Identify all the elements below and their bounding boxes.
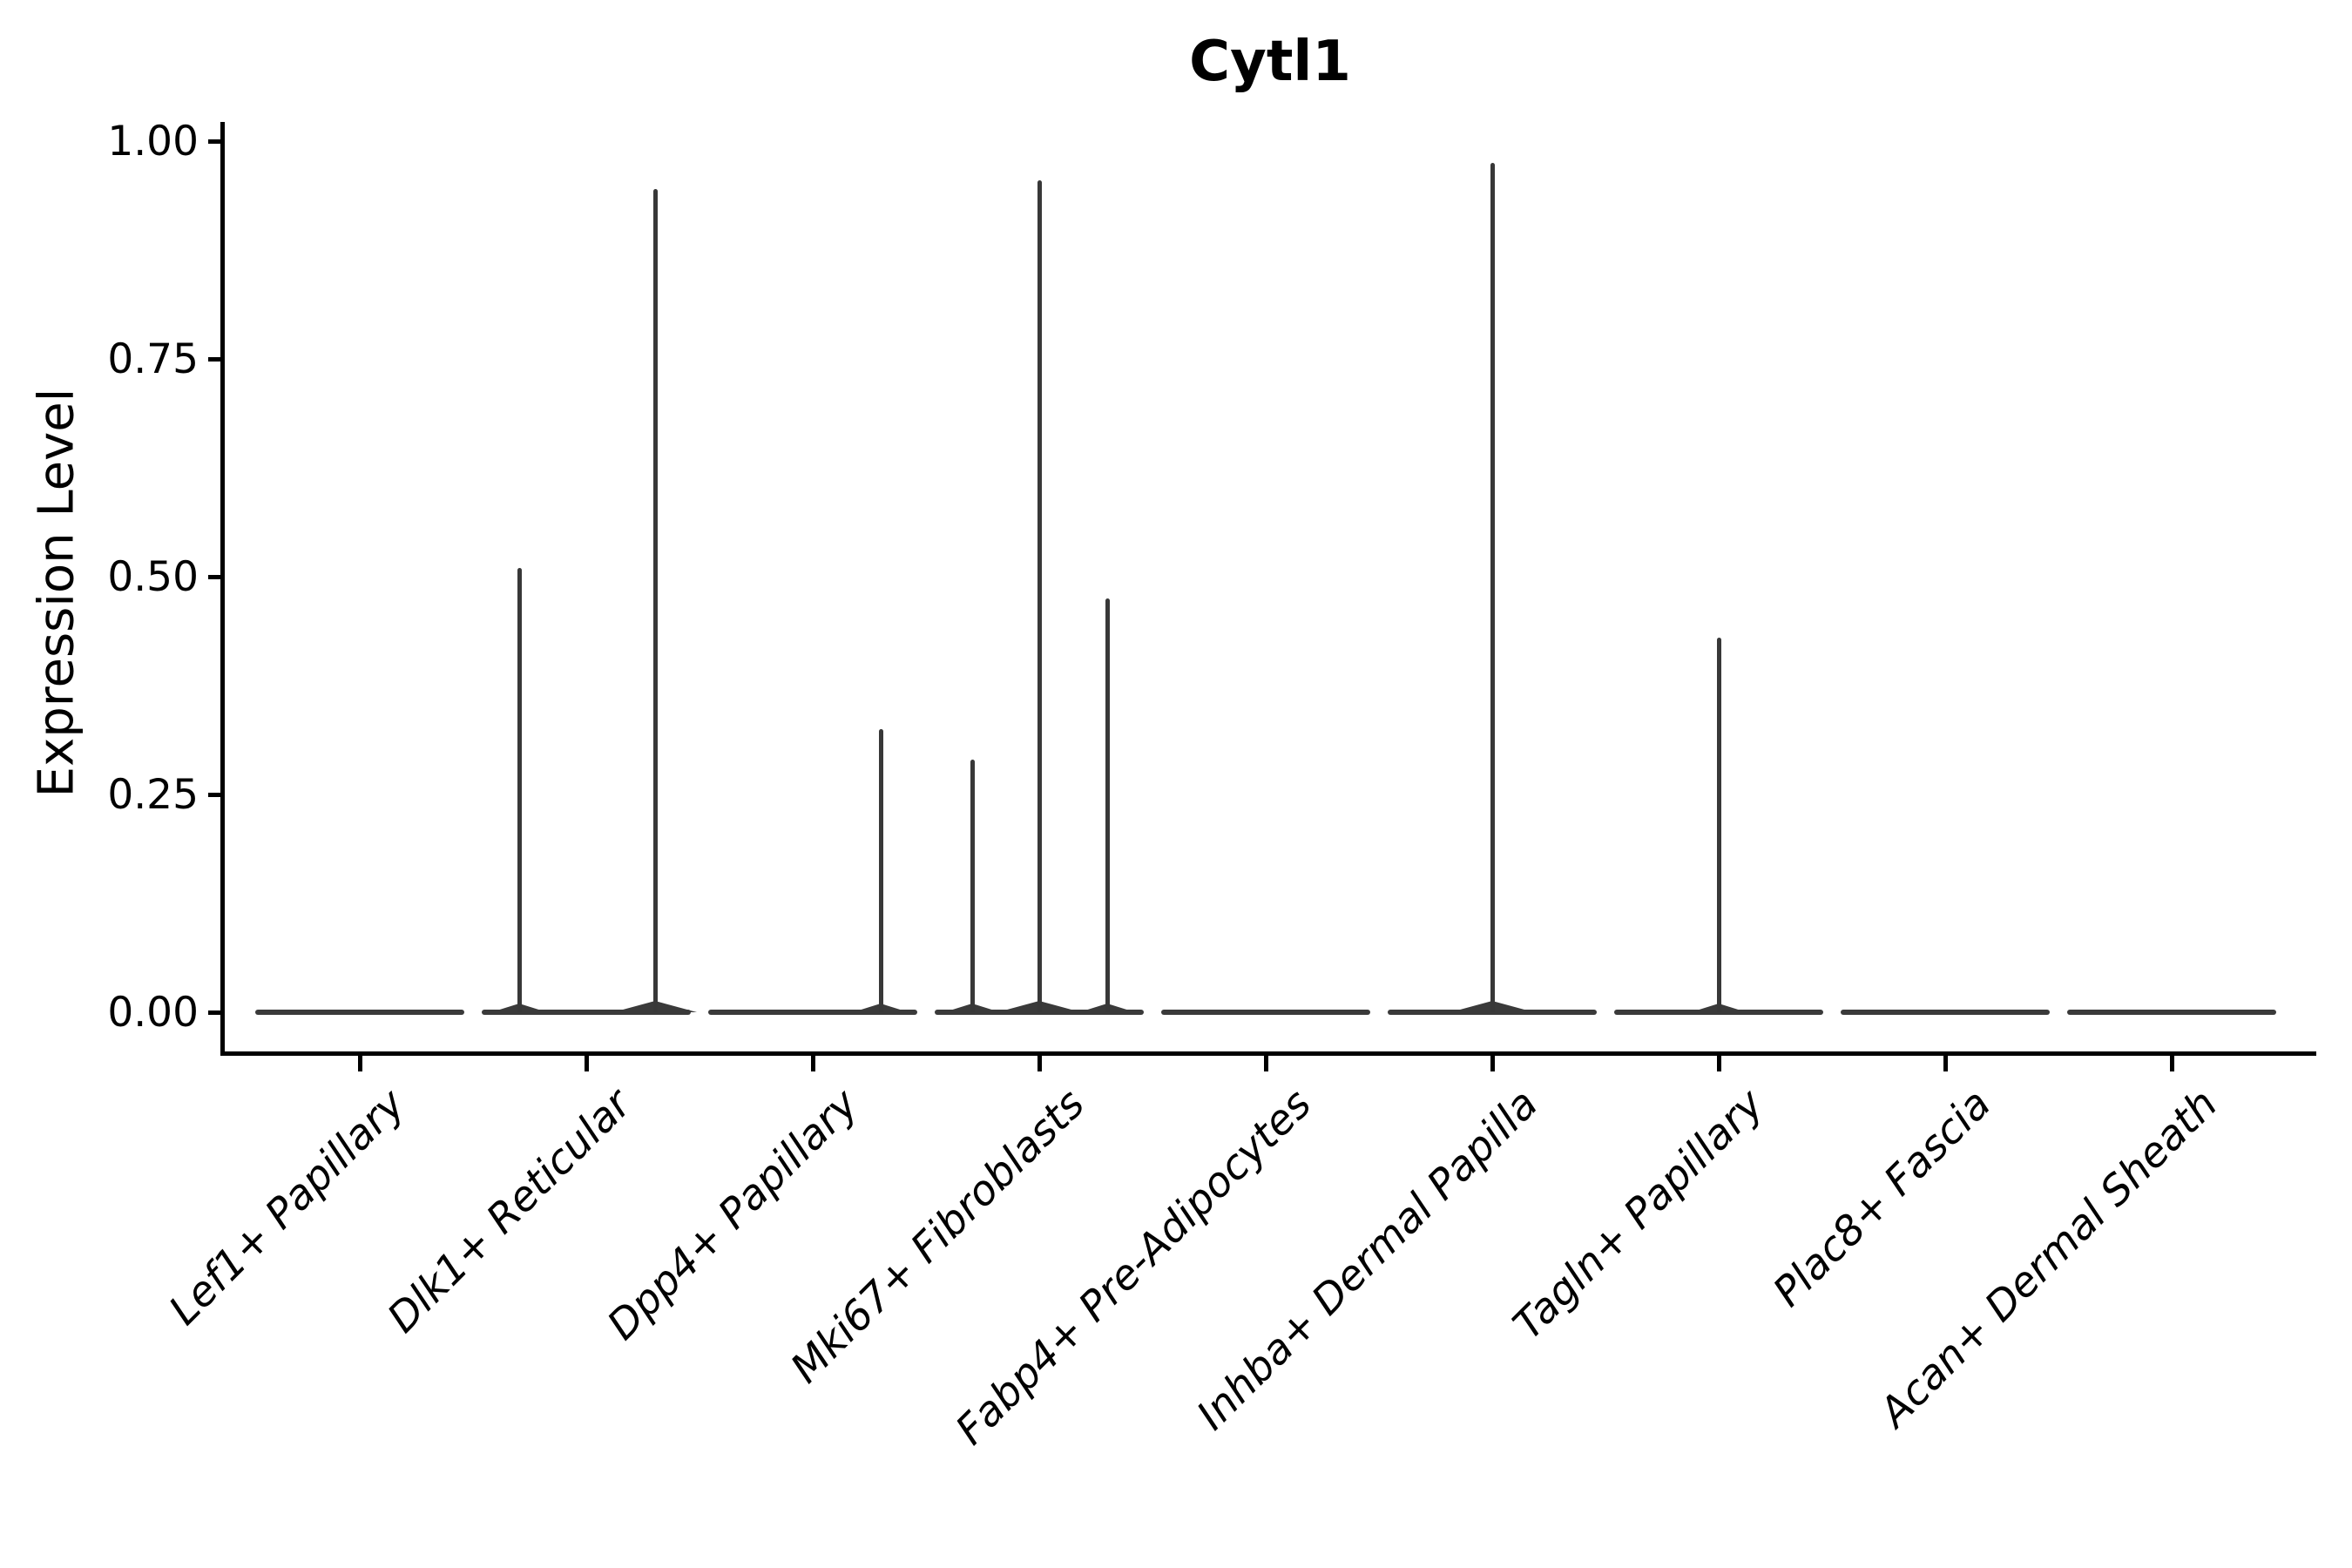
x-tick-label: Tagln+ Papillary xyxy=(1504,1079,1774,1349)
x-tick xyxy=(810,1056,815,1071)
x-tick-label: Dlk1+ Reticular xyxy=(378,1079,641,1342)
violin-spike xyxy=(878,729,883,1012)
violin-base-bar xyxy=(255,1010,464,1015)
violin-base-bar xyxy=(1161,1010,1370,1015)
violin-base-bar xyxy=(1388,1010,1597,1015)
y-tick xyxy=(208,574,220,579)
violin-spike xyxy=(517,568,522,1012)
y-tick-label: 0.25 xyxy=(107,770,199,819)
x-tick xyxy=(1263,1056,1268,1071)
violin-spike xyxy=(1716,638,1721,1012)
violin-base-bar xyxy=(708,1010,917,1015)
y-tick-label: 0.00 xyxy=(107,988,199,1037)
x-axis-spine xyxy=(220,1051,2316,1056)
x-tick xyxy=(357,1056,362,1071)
y-tick xyxy=(208,139,220,144)
y-axis-spine xyxy=(220,122,225,1056)
violin-base-bar xyxy=(1841,1010,2050,1015)
x-tick xyxy=(2169,1056,2174,1071)
violin-spike xyxy=(1490,163,1495,1012)
violin-base-bar xyxy=(482,1010,691,1015)
x-tick xyxy=(584,1056,589,1071)
violin-spike xyxy=(1105,598,1110,1012)
y-tick-label: 0.75 xyxy=(107,335,199,383)
y-tick xyxy=(208,1010,220,1015)
plot-title: Cytl1 xyxy=(1189,30,1351,94)
x-tick xyxy=(1716,1056,1721,1071)
violin-spike xyxy=(1037,180,1042,1012)
y-tick-label: 0.50 xyxy=(107,552,199,601)
x-tick xyxy=(1037,1056,1042,1071)
x-tick-label: Lef1+ Papillary xyxy=(159,1079,415,1335)
x-tick xyxy=(1943,1056,1948,1071)
y-tick xyxy=(208,792,220,797)
x-tick-label: Dpp4+ Papillary xyxy=(598,1079,868,1350)
violin-base-bar xyxy=(935,1010,1144,1015)
y-tick xyxy=(208,356,220,362)
violin-base-bar xyxy=(2067,1010,2276,1015)
y-tick-label: 1.00 xyxy=(107,117,199,166)
violin-base-bar xyxy=(1614,1010,1823,1015)
violin-spike xyxy=(970,760,975,1012)
x-tick xyxy=(1490,1056,1495,1071)
x-tick-label: Plac8+ Fascia xyxy=(1763,1079,2000,1316)
violin-spike xyxy=(652,189,658,1012)
